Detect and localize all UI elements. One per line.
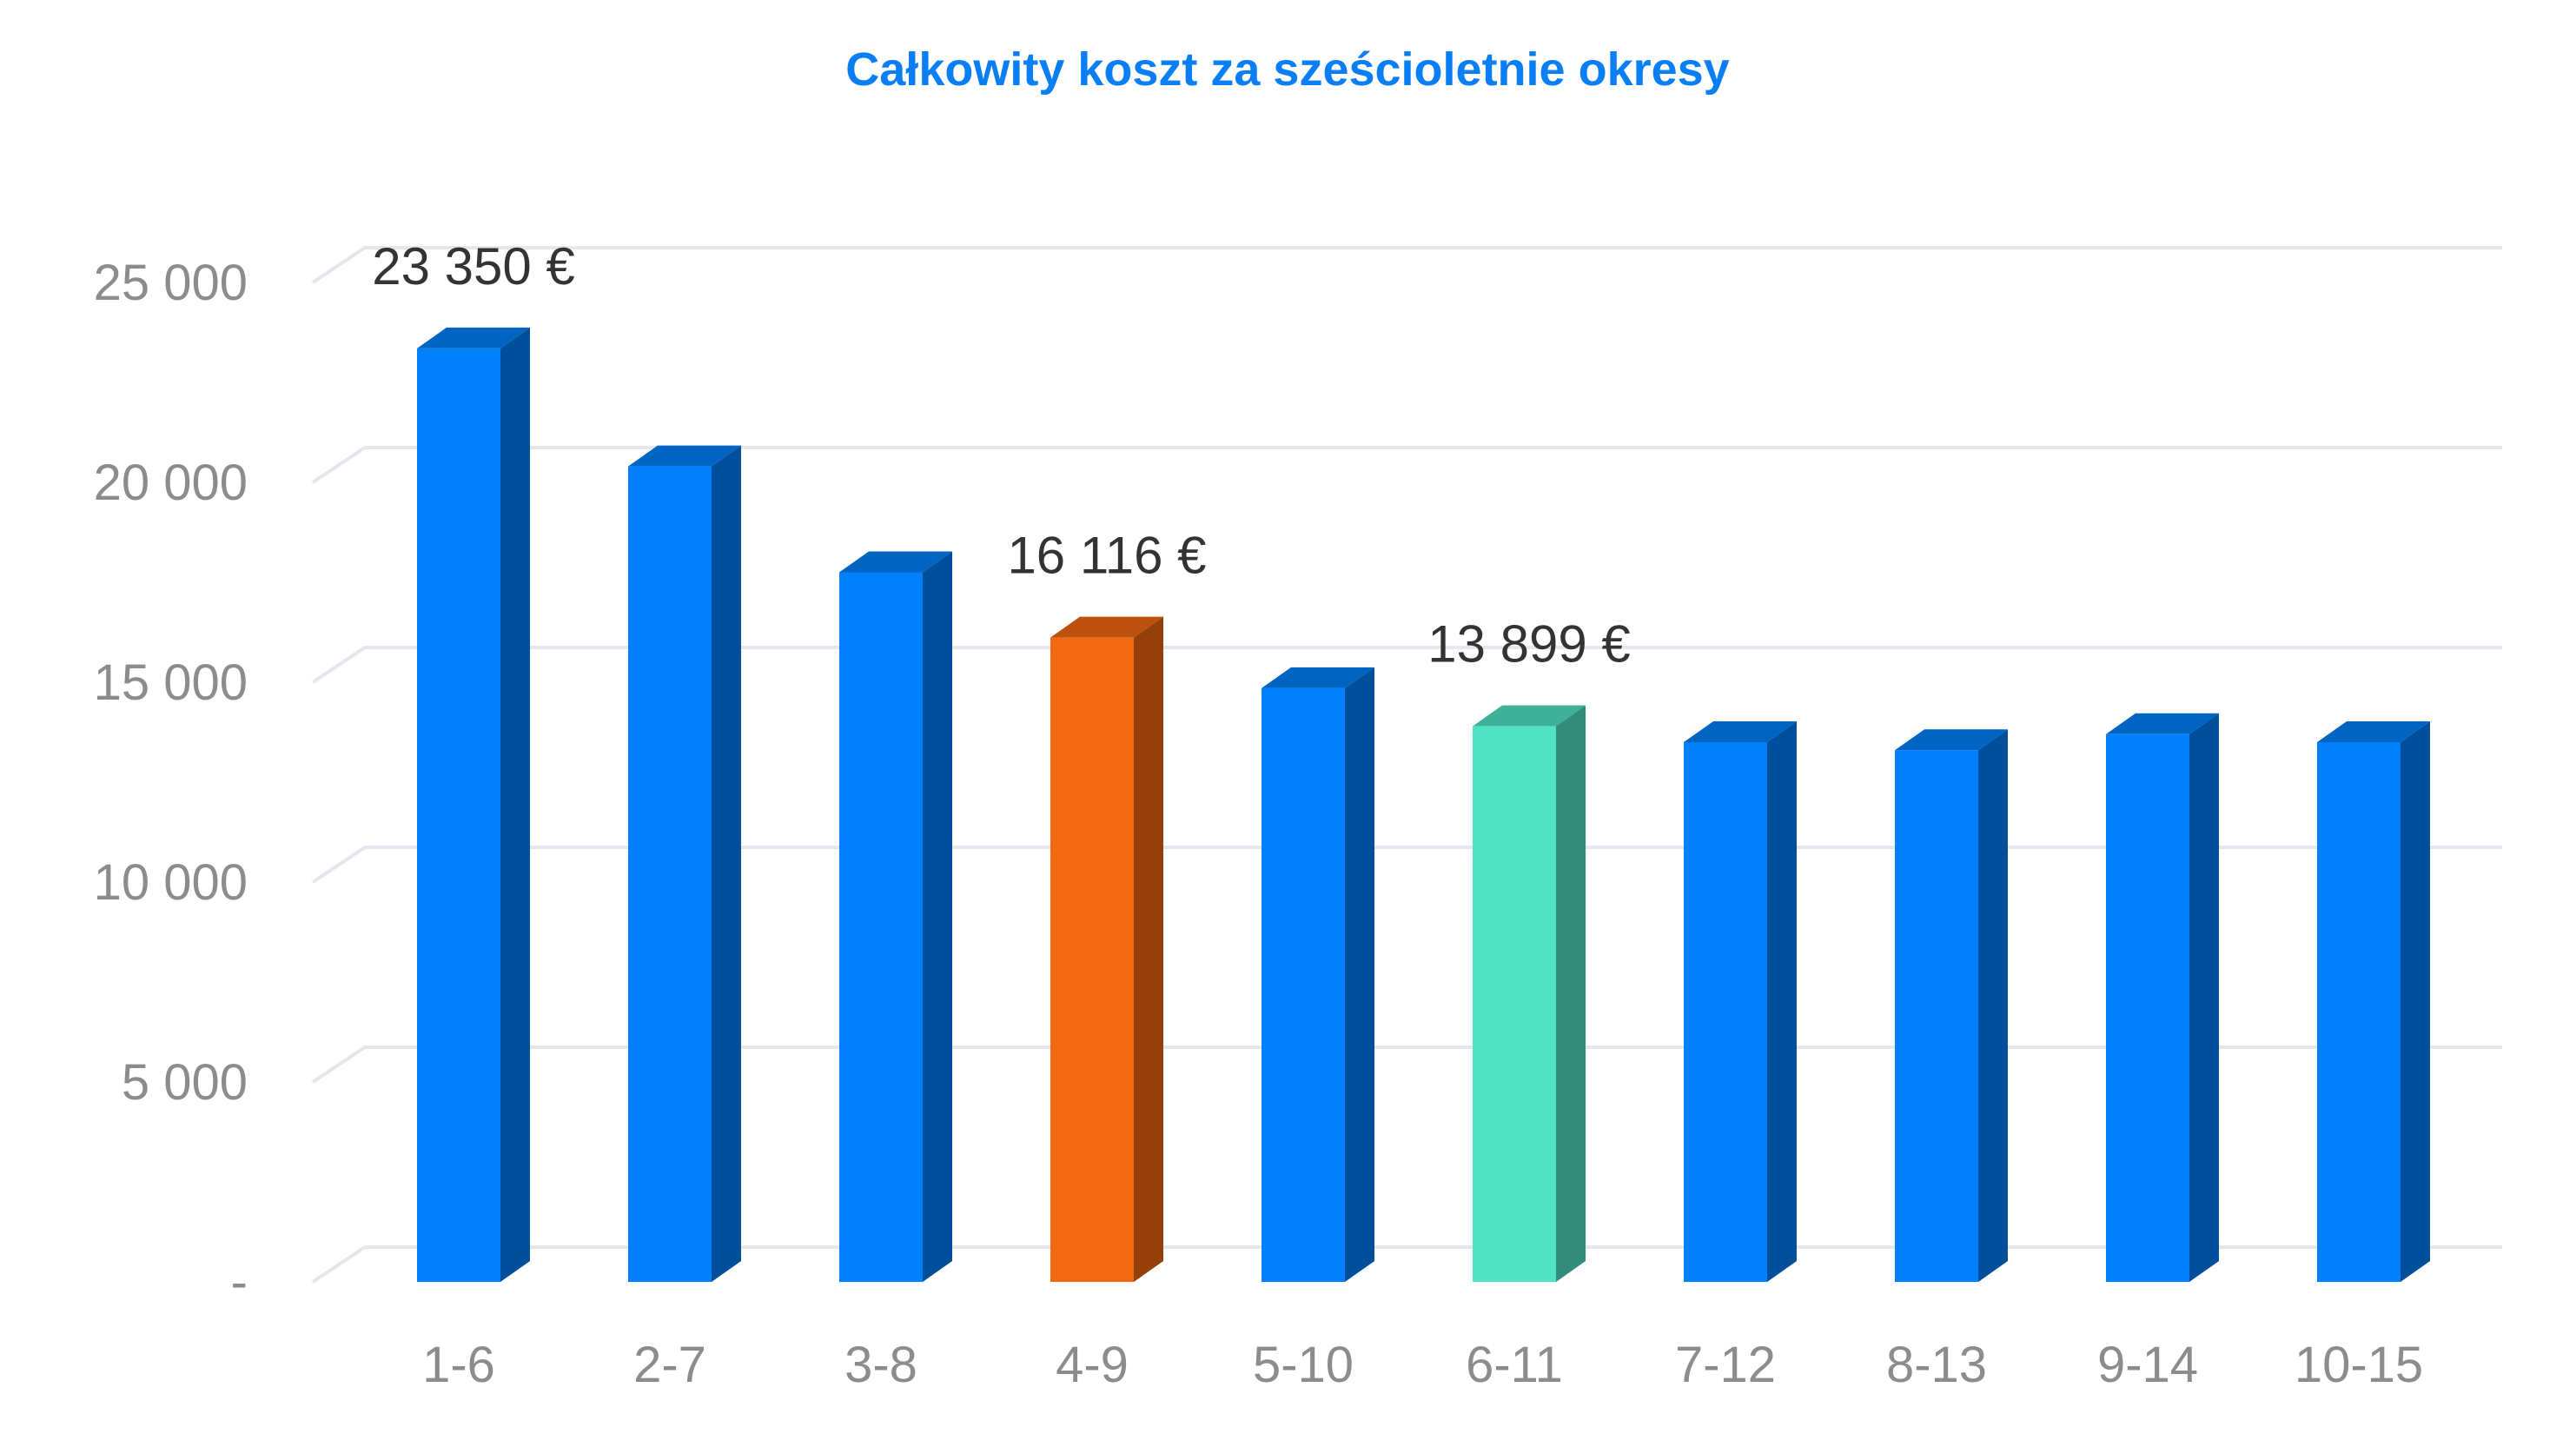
bar-side-face — [1345, 667, 1374, 1282]
bars — [417, 327, 2430, 1282]
bar — [1473, 705, 1586, 1282]
data-label: 13 899 € — [1427, 615, 1631, 674]
bar-front-face — [839, 572, 923, 1282]
y-tick-label: - — [231, 1254, 248, 1311]
bar-top-face — [2106, 713, 2219, 734]
bar-front-face — [1684, 742, 1767, 1282]
bar-front-face — [1262, 687, 1345, 1282]
bar-side-face — [1767, 721, 1797, 1282]
grid-line — [311, 646, 2502, 684]
bar-side-face — [2189, 713, 2219, 1282]
x-tick-label: 1-6 — [422, 1337, 495, 1393]
bar-top-face — [1050, 616, 1163, 638]
bar-side-face — [712, 445, 741, 1282]
x-tick-label: 4-9 — [1056, 1337, 1129, 1393]
y-tick-label: 15 000 — [94, 654, 248, 711]
x-tick-label: 8-13 — [1886, 1337, 1987, 1393]
bar-top-face — [1473, 705, 1586, 727]
bar-side-face — [1134, 616, 1163, 1282]
bar — [417, 327, 530, 1282]
bar-front-face — [1473, 726, 1556, 1282]
bar-top-face — [628, 445, 741, 467]
bar — [1262, 667, 1374, 1282]
bar-top-face — [1262, 667, 1374, 688]
bar-top-face — [2317, 721, 2430, 742]
bar-side-face — [1978, 729, 2008, 1282]
bar-front-face — [2317, 742, 2401, 1282]
x-tick-label: 9-14 — [2097, 1337, 2198, 1393]
data-labels: 23 350 € 16 116 € 13 899 € — [372, 237, 1631, 674]
bar-front-face — [1050, 637, 1134, 1282]
x-axis-ticks: 1-6 2-7 3-8 4-9 5-10 6-11 7-12 8-13 9-14 10-15 — [422, 1337, 2423, 1393]
x-tick-label: 6-11 — [1466, 1337, 1563, 1393]
bar-front-face — [417, 348, 500, 1282]
data-label: 23 350 € — [372, 237, 575, 295]
bar — [2317, 721, 2430, 1282]
bar — [628, 445, 741, 1282]
bar-side-face — [500, 327, 530, 1282]
bar-front-face — [628, 466, 712, 1282]
x-tick-label: 7-12 — [1675, 1337, 1776, 1393]
chart-title: Całkowity koszt za sześcioletnie okresy — [845, 43, 1729, 96]
x-tick-label: 2-7 — [633, 1337, 706, 1393]
data-label: 16 116 € — [1007, 527, 1206, 585]
y-tick-label: 5 000 — [122, 1054, 248, 1111]
bar-front-face — [2106, 734, 2189, 1282]
bar-top-face — [1895, 729, 2008, 751]
bar — [1684, 721, 1797, 1282]
grid-line — [311, 446, 2502, 484]
bar-top-face — [417, 327, 530, 349]
bar-front-face — [1895, 750, 1978, 1282]
bar — [1050, 616, 1163, 1282]
y-tick-label: 10 000 — [94, 854, 248, 911]
bar-side-face — [1556, 705, 1586, 1282]
bar-side-face — [923, 551, 952, 1282]
bar-side-face — [2401, 721, 2430, 1282]
bar — [2106, 713, 2219, 1282]
bar — [1895, 729, 2008, 1282]
bar-top-face — [1684, 721, 1797, 742]
grid-line — [311, 246, 2502, 284]
y-tick-label: 20 000 — [94, 455, 248, 511]
y-tick-label: 25 000 — [94, 255, 248, 311]
bar-top-face — [839, 551, 952, 573]
x-tick-label: 5-10 — [1253, 1337, 1354, 1393]
x-tick-label: 3-8 — [844, 1337, 917, 1393]
bar — [839, 551, 952, 1282]
y-axis-ticks: - 5 000 10 000 15 000 20 000 25 000 — [94, 255, 248, 1311]
x-tick-label: 10-15 — [2295, 1337, 2423, 1393]
